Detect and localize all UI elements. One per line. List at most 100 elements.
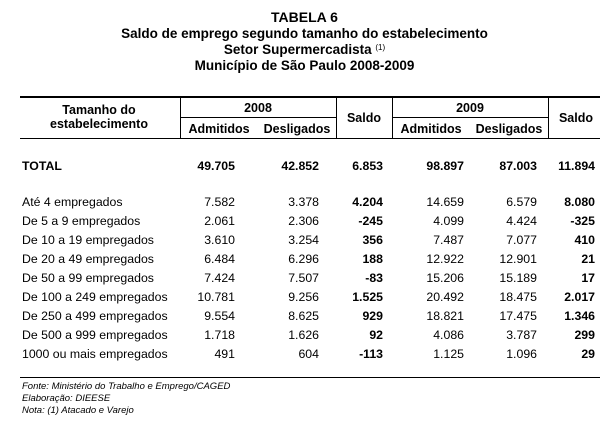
footnote-source: Fonte: Ministério do Trabalho e Emprego/… bbox=[22, 381, 231, 392]
total-desligados-2009: 87.003 bbox=[499, 159, 537, 173]
table-row: De 100 a 249 empregados 10.781 9.256 1.5… bbox=[0, 289, 609, 306]
cell-admitidos-2009: 18.821 bbox=[426, 309, 464, 323]
cell-desligados-2008: 9.256 bbox=[288, 290, 319, 304]
cell-desligados-2009: 1.096 bbox=[506, 347, 537, 361]
cell-admitidos-2008: 491 bbox=[214, 347, 235, 361]
cell-desligados-2008: 1.626 bbox=[288, 328, 319, 342]
table-row: De 250 a 499 empregados 9.554 8.625 929 … bbox=[0, 308, 609, 325]
cell-desligados-2008: 2.306 bbox=[288, 214, 319, 228]
cell-admitidos-2008: 1.718 bbox=[204, 328, 235, 342]
total-label: TOTAL bbox=[22, 159, 62, 173]
cell-saldo-2009: 410 bbox=[574, 233, 595, 247]
cell-desligados-2008: 3.378 bbox=[288, 195, 319, 209]
col-header-size-line2: estabelecimento bbox=[50, 117, 148, 131]
col-header-size: Tamanho do estabelecimento bbox=[24, 103, 174, 131]
cell-saldo-2008: 1.525 bbox=[352, 290, 383, 304]
cell-saldo-2009: 299 bbox=[574, 328, 595, 342]
cell-admitidos-2009: 20.492 bbox=[426, 290, 464, 304]
cell-saldo-2008: 4.204 bbox=[352, 195, 383, 209]
cell-saldo-2008: 188 bbox=[362, 252, 383, 266]
top-rule bbox=[20, 96, 600, 98]
cell-admitidos-2008: 2.061 bbox=[204, 214, 235, 228]
total-saldo-2009: 11.894 bbox=[558, 159, 595, 173]
row-label: De 500 a 999 empregados bbox=[22, 328, 168, 342]
cell-saldo-2008: -245 bbox=[358, 214, 383, 228]
cell-admitidos-2008: 10.781 bbox=[197, 290, 235, 304]
cell-desligados-2009: 3.787 bbox=[506, 328, 537, 342]
cell-desligados-2008: 7.507 bbox=[288, 271, 319, 285]
cell-admitidos-2009: 7.487 bbox=[433, 233, 464, 247]
header-divider-2 bbox=[336, 98, 337, 138]
row-label: De 250 a 499 empregados bbox=[22, 309, 168, 323]
total-admitidos-2008: 49.705 bbox=[197, 159, 235, 173]
cell-desligados-2009: 7.077 bbox=[506, 233, 537, 247]
table-row: De 10 a 19 empregados 3.610 3.254 356 7.… bbox=[0, 232, 609, 249]
cell-saldo-2009: 2.017 bbox=[564, 290, 595, 304]
cell-desligados-2008: 6.296 bbox=[288, 252, 319, 266]
table-subtitle-place: Município de São Paulo 2008-2009 bbox=[194, 58, 415, 73]
row-label: De 20 a 49 empregados bbox=[22, 252, 154, 266]
year-underline-2009 bbox=[392, 117, 548, 118]
year-header-2009: 2009 bbox=[456, 101, 484, 115]
cell-saldo-2009: 8.080 bbox=[564, 195, 595, 209]
col-header-desligados-2008: Desligados bbox=[263, 122, 331, 136]
col-header-desligados-2009: Desligados bbox=[475, 122, 543, 136]
cell-desligados-2009: 4.424 bbox=[506, 214, 537, 228]
table-row: De 20 a 49 empregados 6.484 6.296 188 12… bbox=[0, 251, 609, 268]
cell-saldo-2008: 929 bbox=[362, 309, 383, 323]
col-header-admitidos-2008: Admitidos bbox=[188, 122, 250, 136]
table-row: De 500 a 999 empregados 1.718 1.626 92 4… bbox=[0, 327, 609, 344]
cell-admitidos-2009: 15.206 bbox=[426, 271, 464, 285]
footnote-elaboration: Elaboração: DIEESE bbox=[22, 393, 111, 404]
table-title: Saldo de emprego segundo tamanho do esta… bbox=[121, 26, 488, 41]
header-divider-3 bbox=[392, 98, 393, 138]
cell-admitidos-2008: 3.610 bbox=[204, 233, 235, 247]
cell-desligados-2009: 6.579 bbox=[506, 195, 537, 209]
total-saldo-2008: 6.853 bbox=[352, 159, 383, 173]
cell-admitidos-2008: 6.484 bbox=[204, 252, 235, 266]
header-divider-1 bbox=[180, 98, 181, 138]
col-header-size-line1: Tamanho do bbox=[62, 103, 136, 117]
cell-saldo-2009: -325 bbox=[570, 214, 595, 228]
table-row: De 5 a 9 empregados 2.061 2.306 -245 4.0… bbox=[0, 213, 609, 230]
total-row: TOTAL 49.705 42.852 6.853 98.897 87.003 … bbox=[0, 158, 609, 175]
table-subtitle-sector: Setor Supermercadista (1) bbox=[0, 42, 609, 58]
table-row: Até 4 empregados 7.582 3.378 4.204 14.65… bbox=[0, 194, 609, 211]
cell-admitidos-2009: 4.086 bbox=[433, 328, 464, 342]
cell-saldo-2009: 29 bbox=[581, 347, 595, 361]
cell-saldo-2009: 17 bbox=[581, 271, 595, 285]
cell-desligados-2009: 15.189 bbox=[499, 271, 537, 285]
cell-admitidos-2009: 14.659 bbox=[426, 195, 464, 209]
sector-note-ref: (1) bbox=[375, 43, 386, 52]
row-label: De 50 a 99 empregados bbox=[22, 271, 154, 285]
header-divider-4 bbox=[548, 98, 549, 138]
cell-desligados-2008: 604 bbox=[298, 347, 319, 361]
row-label: 1000 ou mais empregados bbox=[22, 347, 168, 361]
header-bottom-rule bbox=[20, 138, 600, 139]
bottom-rule bbox=[20, 377, 600, 378]
cell-saldo-2009: 21 bbox=[581, 252, 595, 266]
cell-desligados-2009: 12.901 bbox=[499, 252, 537, 266]
cell-admitidos-2009: 12.922 bbox=[426, 252, 464, 266]
col-header-saldo-2009: Saldo bbox=[558, 111, 594, 125]
table-row: 1000 ou mais empregados 491 604 -113 1.1… bbox=[0, 346, 609, 363]
sector-text: Setor Supermercadista bbox=[223, 42, 372, 57]
cell-desligados-2009: 17.475 bbox=[499, 309, 537, 323]
row-label: De 10 a 19 empregados bbox=[22, 233, 154, 247]
cell-admitidos-2008: 7.582 bbox=[204, 195, 235, 209]
col-header-admitidos-2009: Admitidos bbox=[400, 122, 462, 136]
cell-admitidos-2009: 4.099 bbox=[433, 214, 464, 228]
table-row: De 50 a 99 empregados 7.424 7.507 -83 15… bbox=[0, 270, 609, 287]
table-number: TABELA 6 bbox=[271, 9, 338, 25]
row-label: De 100 a 249 empregados bbox=[22, 290, 168, 304]
cell-desligados-2008: 3.254 bbox=[288, 233, 319, 247]
cell-admitidos-2008: 9.554 bbox=[204, 309, 235, 323]
col-header-saldo-2008: Saldo bbox=[346, 111, 382, 125]
year-underline-2008 bbox=[180, 117, 336, 118]
footnote-note: Nota: (1) Atacado e Varejo bbox=[22, 405, 134, 416]
total-desligados-2008: 42.852 bbox=[281, 159, 319, 173]
row-label: De 5 a 9 empregados bbox=[22, 214, 141, 228]
cell-saldo-2008: -83 bbox=[365, 271, 383, 285]
cell-admitidos-2008: 7.424 bbox=[204, 271, 235, 285]
cell-saldo-2008: 92 bbox=[369, 328, 383, 342]
